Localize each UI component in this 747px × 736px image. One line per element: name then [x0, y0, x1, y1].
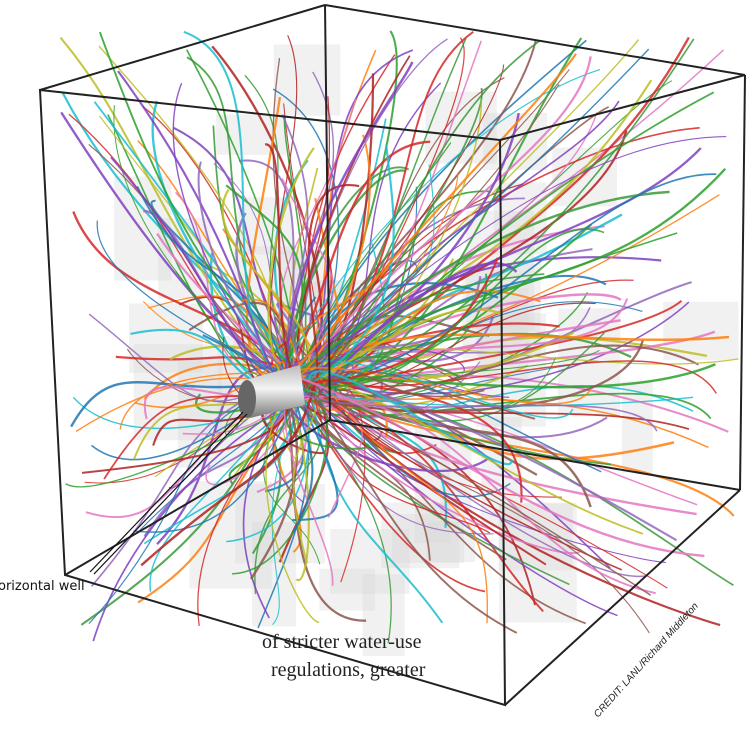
well-label: orizontal well [0, 579, 85, 594]
page: orizontal well CREDIT: LANL/Richard Midd… [0, 0, 747, 736]
body-line: regulations, greater [271, 659, 426, 681]
credit: CREDIT: LANL/Richard Middleton [592, 601, 701, 720]
body-line: of stricter water-use [262, 631, 422, 653]
